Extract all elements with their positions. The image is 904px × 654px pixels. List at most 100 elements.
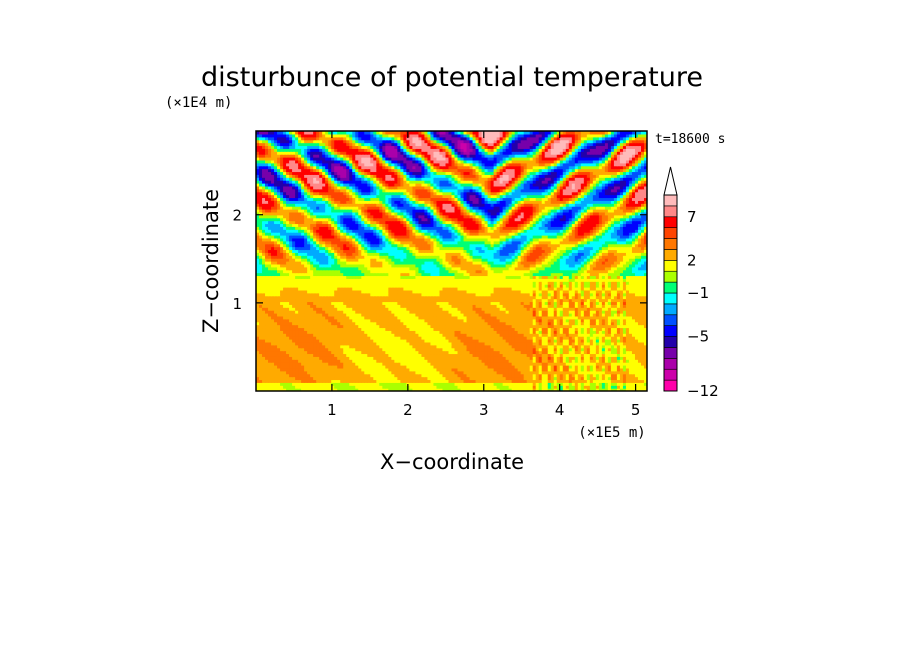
field-cell	[541, 321, 546, 326]
field-cell	[307, 330, 311, 334]
field-cell	[397, 295, 401, 300]
field-cell	[544, 350, 549, 355]
field-cell	[364, 324, 368, 329]
field-cell	[451, 321, 456, 326]
field-cell	[622, 367, 627, 372]
field-cell	[595, 315, 600, 320]
field-cell	[493, 353, 498, 357]
field-cell	[376, 362, 380, 366]
field-cell	[580, 310, 585, 314]
field-cell	[607, 341, 612, 346]
field-cell	[466, 344, 471, 349]
field-cell	[400, 307, 404, 311]
field-cell	[265, 347, 269, 352]
field-cell	[604, 359, 609, 363]
field-cell	[280, 353, 284, 357]
field-cell	[556, 373, 561, 378]
field-cell	[526, 370, 531, 375]
field-cell	[412, 313, 417, 317]
field-cell	[418, 370, 423, 375]
field-cell	[625, 321, 630, 326]
field-cell	[484, 327, 489, 331]
field-cell	[376, 327, 380, 331]
field-cell	[562, 365, 567, 369]
field-cell	[427, 307, 432, 311]
field-cell	[331, 339, 335, 343]
field-cell	[541, 376, 546, 381]
field-cell	[532, 359, 537, 363]
field-cell	[463, 318, 468, 323]
field-cell	[403, 333, 407, 337]
field-cell	[553, 344, 558, 349]
field-cell	[577, 359, 582, 363]
field-cell	[643, 330, 647, 334]
field-cell	[430, 341, 435, 346]
field-cell	[502, 350, 507, 355]
field-cell	[289, 370, 293, 375]
field-cell	[586, 362, 591, 366]
field-cell	[301, 336, 305, 340]
field-cell	[601, 295, 606, 300]
field-cell	[550, 307, 555, 311]
field-cell	[355, 313, 359, 317]
field-cell	[442, 315, 447, 320]
field-cell	[457, 370, 462, 375]
field-cell	[559, 292, 564, 297]
field-cell	[388, 324, 392, 329]
field-cell	[604, 324, 609, 329]
field-cell	[394, 324, 398, 329]
field-cell	[388, 388, 392, 391]
field-cell	[328, 333, 332, 337]
field-cell	[394, 385, 398, 389]
field-cell	[415, 315, 420, 320]
field-cell	[421, 281, 426, 285]
field-cell	[352, 373, 356, 378]
field-cell	[445, 315, 450, 320]
field-cell	[265, 379, 269, 383]
field-cell	[583, 359, 588, 363]
field-cell	[259, 289, 263, 294]
field-cell	[544, 330, 549, 334]
field-cell	[379, 301, 383, 305]
field-cell	[610, 287, 615, 291]
field-cell	[541, 284, 546, 288]
field-cell	[505, 301, 510, 305]
field-cell	[484, 310, 489, 314]
field-cell	[394, 353, 398, 357]
field-cell	[547, 327, 552, 331]
field-cell	[406, 318, 410, 323]
field-cell	[292, 379, 296, 383]
field-cell	[352, 313, 356, 317]
field-cell	[271, 284, 275, 288]
field-cell	[445, 385, 450, 389]
field-cell	[424, 330, 429, 334]
field-cell	[466, 353, 471, 357]
field-cell	[541, 367, 546, 372]
field-cell	[370, 284, 374, 288]
field-cell	[607, 298, 612, 303]
field-cell	[568, 339, 573, 343]
field-cell	[286, 284, 290, 288]
field-cell	[304, 333, 308, 337]
field-cell	[487, 379, 492, 383]
field-cell	[352, 365, 356, 369]
field-cell	[295, 281, 299, 285]
field-cell	[634, 367, 639, 372]
field-cell	[430, 388, 435, 391]
field-cell	[457, 362, 462, 366]
field-cell	[304, 356, 308, 360]
field-cell	[586, 341, 591, 346]
field-cell	[352, 289, 356, 294]
field-cell	[310, 370, 314, 375]
field-cell	[295, 310, 299, 314]
field-cell	[403, 353, 407, 357]
field-cell	[400, 382, 404, 386]
field-cell	[367, 367, 371, 372]
field-cell	[277, 292, 281, 297]
field-cell	[538, 301, 543, 305]
field-cell	[457, 284, 462, 288]
field-cell	[400, 318, 404, 323]
field-cell	[316, 382, 320, 386]
field-cell	[292, 385, 296, 389]
field-cell	[367, 350, 371, 355]
